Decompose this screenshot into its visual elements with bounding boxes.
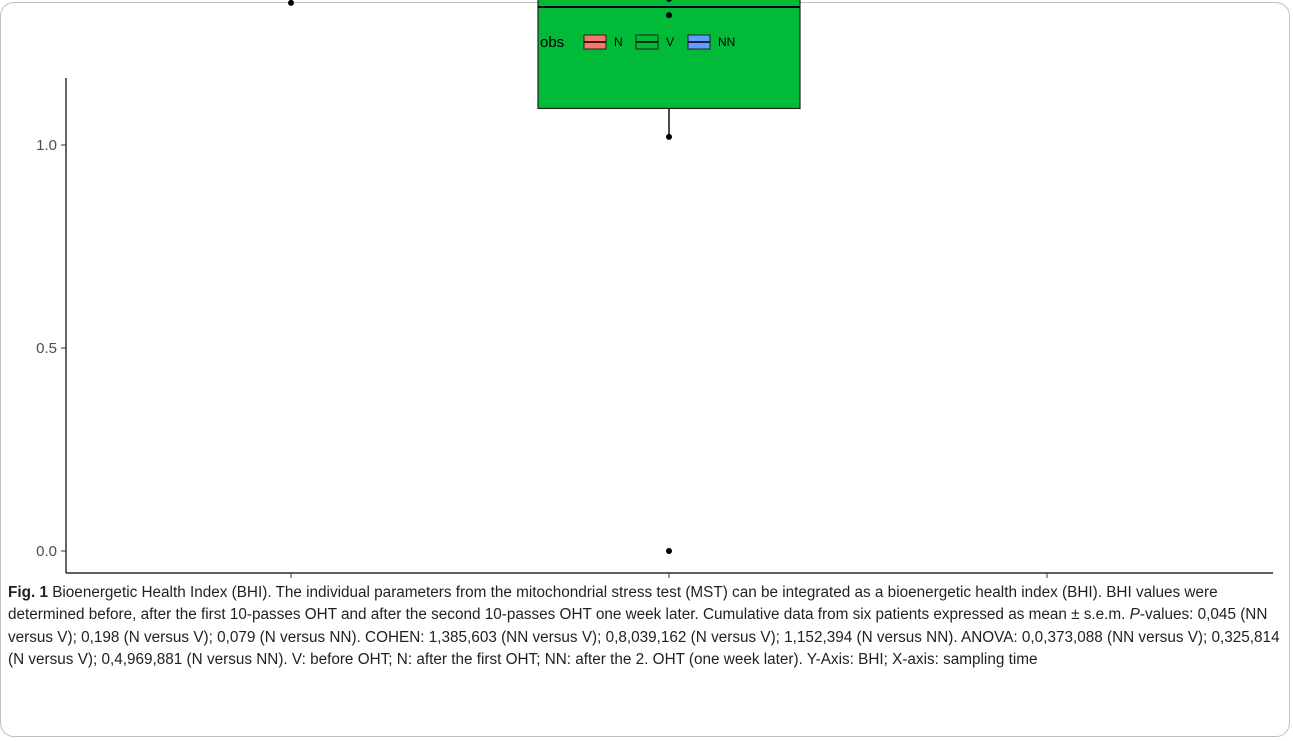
- legend-label: V: [666, 35, 674, 49]
- caption-label: Fig. 1: [8, 584, 48, 601]
- data-point: [666, 0, 672, 2]
- caption-text-1: Bioenergetic Health Index (BHI). The ind…: [8, 584, 1218, 624]
- data-point: [666, 12, 672, 19]
- figure-caption: Fig. 1 Bioenergetic Health Index (BHI). …: [8, 582, 1280, 671]
- y-tick-label: 0.5: [36, 340, 57, 357]
- caption-text-2: -values: 0,045 (NN versus V); 0,198 (N v…: [8, 606, 1280, 668]
- legend-label: N: [614, 35, 623, 49]
- data-point: [666, 133, 672, 140]
- legend-label: NN: [718, 35, 735, 49]
- data-point: [288, 0, 294, 6]
- y-tick-label: 1.0: [36, 137, 57, 154]
- data-point: [666, 548, 672, 554]
- y-tick-label: 0.0: [36, 543, 57, 560]
- caption-p-italic: P: [1129, 606, 1140, 624]
- legend-title: obs: [540, 34, 564, 51]
- box-plot: 0.00.51.01.52.0NVNNobsNVNN: [36, 0, 1273, 578]
